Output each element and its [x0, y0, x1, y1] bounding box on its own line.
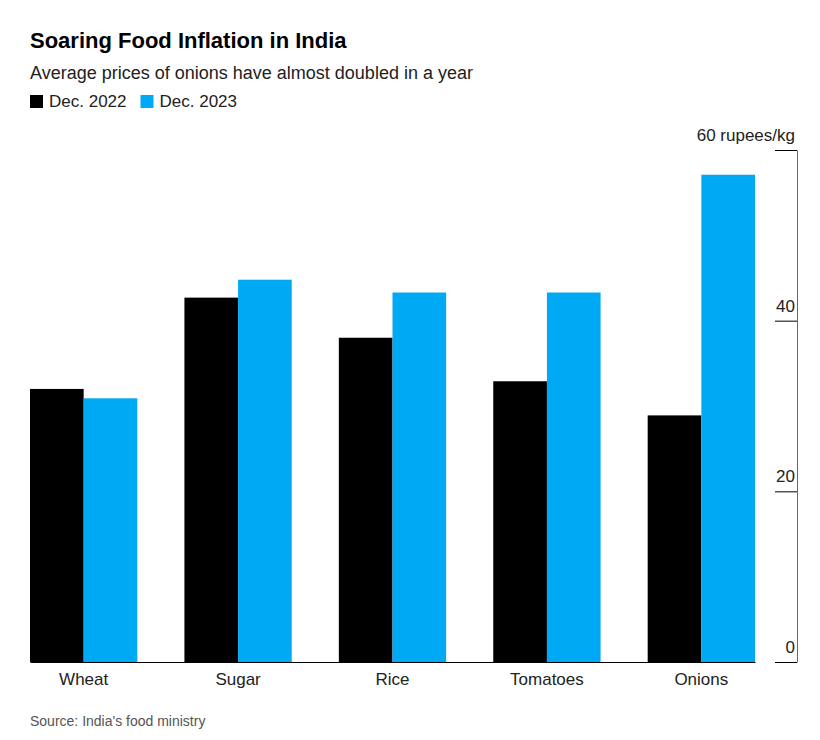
- x-tick-label: Sugar: [215, 670, 261, 689]
- bar: [648, 415, 702, 662]
- x-tick: Wheat: [59, 662, 108, 689]
- y-tick-mark: [775, 491, 797, 492]
- y-tick-label: 40: [776, 297, 795, 316]
- y-tick: 20: [775, 467, 797, 491]
- legend-swatch: [30, 95, 43, 108]
- y-tick-mark: [775, 150, 797, 151]
- x-axis-line: [31, 662, 756, 663]
- y-tick: 40: [775, 297, 797, 321]
- bars: [30, 175, 755, 662]
- x-tick-label: Rice: [375, 670, 409, 689]
- y-axis-line: [797, 151, 798, 663]
- y-tick: 60 rupees/kg: [697, 126, 797, 150]
- legend-label: Dec. 2022: [49, 92, 127, 111]
- x-tick-label: Wheat: [59, 670, 108, 689]
- legend-swatch: [141, 95, 154, 108]
- legend-label: Dec. 2023: [160, 92, 238, 111]
- y-tick-label: 20: [776, 467, 795, 486]
- bar: [547, 293, 601, 662]
- x-tick: Rice: [375, 662, 409, 689]
- y-tick-mark: [775, 662, 797, 663]
- y-tick-mark: [775, 321, 797, 322]
- y-tick-label: 60 rupees/kg: [697, 126, 795, 145]
- chart: Soaring Food Inflation in India Average p…: [0, 0, 820, 740]
- title: Soaring Food Inflation in India: [30, 28, 347, 53]
- bar: [493, 381, 547, 662]
- x-tick: Onions: [674, 662, 728, 689]
- y-tick-label: 0: [786, 638, 795, 657]
- bar: [701, 175, 755, 662]
- bar: [84, 398, 138, 662]
- bar: [30, 389, 84, 662]
- x-tick-label: Tomatoes: [510, 670, 584, 689]
- bar: [339, 338, 393, 662]
- x-tick: Sugar: [215, 662, 261, 689]
- bar: [238, 280, 292, 662]
- source: Source: India's food ministry: [30, 713, 205, 729]
- x-axis: Wheat Sugar Rice Tomatoes Onions: [31, 662, 756, 689]
- bar: [184, 298, 238, 662]
- legend: Dec. 2022 Dec. 2023: [30, 92, 237, 111]
- x-tick: Tomatoes: [510, 662, 584, 689]
- y-axis: 0 20 40 60 rupees/kg: [697, 126, 798, 662]
- subtitle: Average prices of onions have almost dou…: [30, 63, 473, 83]
- y-tick: 0: [775, 638, 797, 662]
- bar: [393, 293, 447, 662]
- x-tick-label: Onions: [674, 670, 728, 689]
